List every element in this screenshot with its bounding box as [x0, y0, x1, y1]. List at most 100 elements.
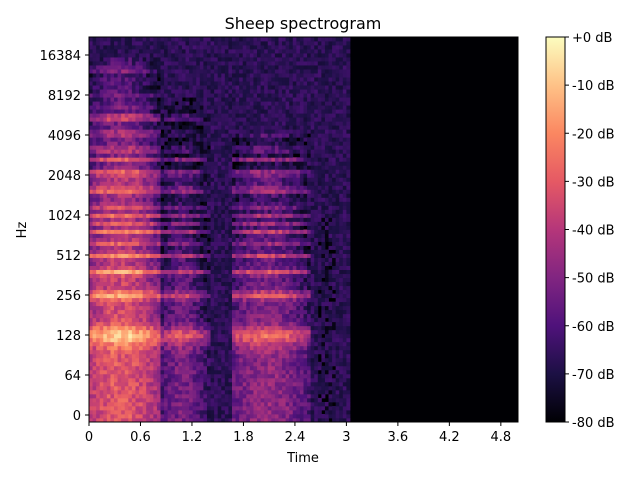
- spectrogram-cell: [271, 85, 276, 90]
- spectrogram-cell: [210, 325, 215, 331]
- spectrogram-cell: [89, 281, 93, 287]
- spectrogram-cell: [164, 389, 169, 395]
- spectrogram-cell: [203, 197, 208, 202]
- spectrogram-cell: [253, 189, 258, 194]
- spectrogram-cell: [142, 397, 147, 403]
- spectrogram-cell: [221, 361, 226, 367]
- spectrogram-cell: [142, 189, 147, 194]
- spectrogram-cell: [199, 57, 204, 62]
- spectrogram-cell: [242, 97, 247, 102]
- spectrogram-cell: [103, 117, 108, 122]
- spectrogram-cell: [160, 405, 165, 411]
- spectrogram-cell: [235, 197, 240, 202]
- spectrogram-cell: [131, 325, 136, 331]
- spectrogram-cell: [221, 229, 226, 234]
- spectrogram-cell: [164, 337, 169, 343]
- spectrogram-cell: [110, 49, 115, 54]
- spectrogram-cell: [135, 293, 140, 299]
- spectrogram-cell: [181, 333, 186, 339]
- spectrogram-cell: [99, 397, 104, 403]
- spectrogram-cell: [178, 97, 183, 102]
- spectrogram-cell: [156, 241, 161, 246]
- spectrogram-cell: [156, 361, 161, 367]
- spectrogram-cell: [174, 345, 179, 351]
- spectrogram-cell: [121, 161, 126, 166]
- spectrogram-cell: [110, 121, 115, 126]
- spectrogram-cell: [110, 173, 115, 178]
- spectrogram-cell: [206, 305, 211, 311]
- spectrogram-cell: [203, 365, 208, 371]
- spectrogram-cell: [221, 345, 226, 351]
- spectrogram-cell: [124, 373, 129, 379]
- spectrogram-cell: [210, 81, 215, 86]
- spectrogram-cell: [139, 113, 144, 118]
- spectrogram-cell: [128, 81, 133, 86]
- spectrogram-cell: [124, 45, 129, 50]
- spectrogram-cell: [260, 105, 265, 110]
- spectrogram-cell: [110, 293, 115, 299]
- spectrogram-cell: [156, 401, 161, 407]
- spectrogram-cell: [203, 337, 208, 343]
- spectrogram-cell: [156, 53, 161, 58]
- spectrogram-cell: [249, 145, 254, 150]
- spectrogram-cell: [128, 125, 133, 130]
- spectrogram-cell: [221, 277, 226, 283]
- spectrogram-cell: [174, 389, 179, 395]
- spectrogram-cell: [224, 133, 229, 138]
- spectrogram-cell: [199, 145, 204, 150]
- spectrogram-cell: [249, 309, 254, 315]
- spectrogram-cell: [239, 65, 244, 70]
- spectrogram-cell: [217, 233, 222, 238]
- spectrogram-cell: [257, 321, 261, 327]
- spectrogram-cell: [192, 397, 197, 403]
- spectrogram-cell: [203, 393, 208, 399]
- spectrogram-cell: [206, 153, 211, 158]
- spectrogram-cell: [260, 101, 265, 106]
- spectrogram-cell: [260, 357, 265, 363]
- spectrogram-cell: [103, 49, 108, 54]
- spectrogram-cell: [206, 57, 211, 62]
- spectrogram-cell: [185, 129, 190, 134]
- spectrogram-cell: [239, 393, 244, 399]
- spectrogram-cell: [253, 161, 258, 166]
- spectrogram-cell: [206, 97, 211, 102]
- spectrogram-cell: [203, 69, 208, 74]
- spectrogram-cell: [128, 161, 133, 166]
- spectrogram-cell: [185, 353, 190, 359]
- spectrogram-cell: [149, 101, 154, 106]
- spectrogram-cell: [257, 129, 261, 134]
- spectrogram-cell: [239, 397, 244, 403]
- spectrogram-cell: [121, 305, 126, 311]
- spectrogram-cell: [239, 165, 244, 170]
- spectrogram-cell: [232, 273, 236, 279]
- spectrogram-cell: [228, 341, 233, 347]
- spectrogram-cell: [260, 129, 265, 134]
- spectrogram-cell: [167, 297, 172, 303]
- spectrogram-cell: [271, 245, 276, 250]
- spectrogram-cell: [135, 221, 140, 226]
- spectrogram-cell: [217, 289, 222, 295]
- spectrogram-cell: [239, 81, 244, 86]
- spectrogram-cell: [185, 81, 190, 86]
- spectrogram-cell: [210, 365, 215, 371]
- spectrogram-cell: [128, 329, 133, 335]
- spectrogram-cell: [110, 257, 115, 262]
- spectrogram-cell: [89, 393, 93, 399]
- spectrogram-cell: [249, 417, 254, 422]
- spectrogram-cell: [271, 149, 276, 154]
- spectrogram-cell: [135, 101, 140, 106]
- spectrogram-cell: [235, 413, 240, 419]
- spectrogram-cell: [174, 265, 179, 270]
- spectrogram-cell: [174, 93, 179, 98]
- spectrogram-cell: [164, 325, 169, 331]
- spectrogram-cell: [271, 321, 276, 327]
- spectrogram-cell: [267, 325, 272, 331]
- spectrogram-cell: [149, 329, 154, 335]
- spectrogram-cell: [117, 281, 122, 287]
- spectrogram-cell: [264, 373, 269, 379]
- spectrogram-cell: [228, 309, 233, 315]
- spectrogram-cell: [271, 389, 276, 395]
- spectrogram-cell: [156, 257, 161, 262]
- spectrogram-cell: [196, 321, 201, 327]
- spectrogram-cell: [153, 325, 158, 331]
